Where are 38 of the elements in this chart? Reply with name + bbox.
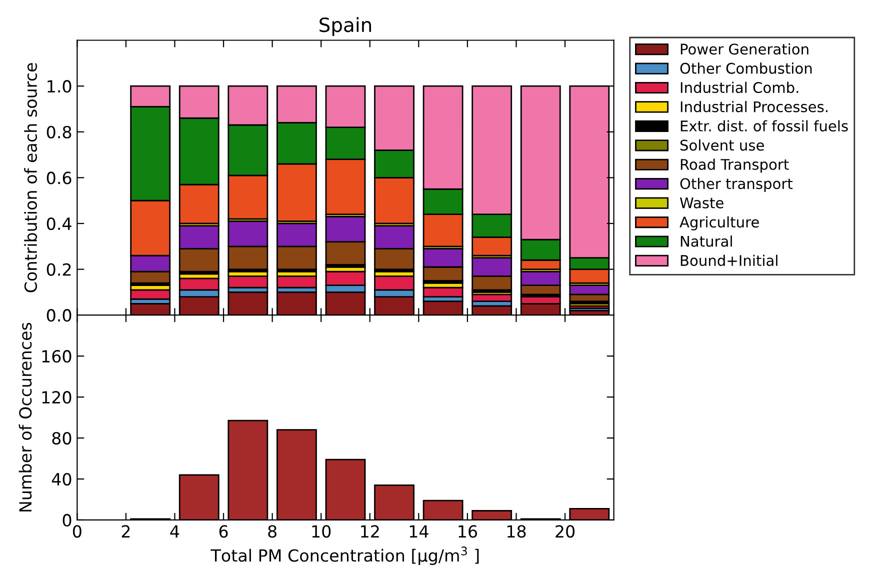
y-tick-label: 1.0: [48, 80, 72, 93]
legend-label: Other Combustion: [680, 62, 812, 74]
x-tick-label: 10: [312, 525, 331, 538]
x-tick-label: 4: [170, 525, 180, 538]
x-tick-label: 18: [507, 525, 526, 538]
x-tick-label: 12: [361, 525, 379, 538]
x-tick-label: 20: [556, 525, 575, 538]
y-tick-label: 0.4: [46, 217, 72, 230]
legend-label: Natural: [680, 236, 732, 247]
x-tick-label: 14: [410, 525, 428, 538]
y-tick-label: 0.6: [46, 172, 72, 184]
legend-label: Bound+Initial: [680, 254, 778, 266]
x-tick-label: 0: [72, 525, 82, 538]
legend-label: Agriculture: [680, 216, 759, 230]
y-tick-label: 40: [52, 472, 72, 486]
y-tick-label: 120: [42, 391, 72, 404]
chart-title: Spain: [320, 17, 371, 36]
y-tick-label: 80: [52, 432, 72, 445]
x-tick-label: 6: [219, 525, 228, 538]
legend-label: Waste: [680, 198, 724, 208]
y-tick-label: 0: [62, 514, 72, 527]
y-tick-label: 0.2: [46, 263, 71, 276]
y-axis-title: Contribution of each source: [24, 63, 38, 292]
y-tick-label: 0.8: [46, 126, 72, 138]
legend-label: Industrial Processes.: [680, 100, 828, 112]
legend-label: Industrial Comb.: [680, 82, 798, 94]
x-tick-label: 16: [458, 525, 478, 538]
legend-label: Other transport: [680, 178, 793, 192]
legend-label: Road Transport: [680, 158, 789, 173]
legend-label: Power Generation: [680, 43, 808, 55]
y-axis-title: Number of Occurences: [18, 322, 32, 512]
legend-label: Solvent use: [680, 139, 764, 151]
y-tick-label: 160: [42, 350, 72, 363]
x-tick-label: 2: [122, 525, 130, 538]
x-axis-title: Total PM Concentration [μg/m$^{3}$ ]: [210, 546, 479, 566]
legend-label: Extr. dist. of fossil fuels: [680, 120, 848, 132]
x-tick-label: 8: [268, 525, 276, 538]
y-tick-label: 0.0: [46, 309, 72, 322]
